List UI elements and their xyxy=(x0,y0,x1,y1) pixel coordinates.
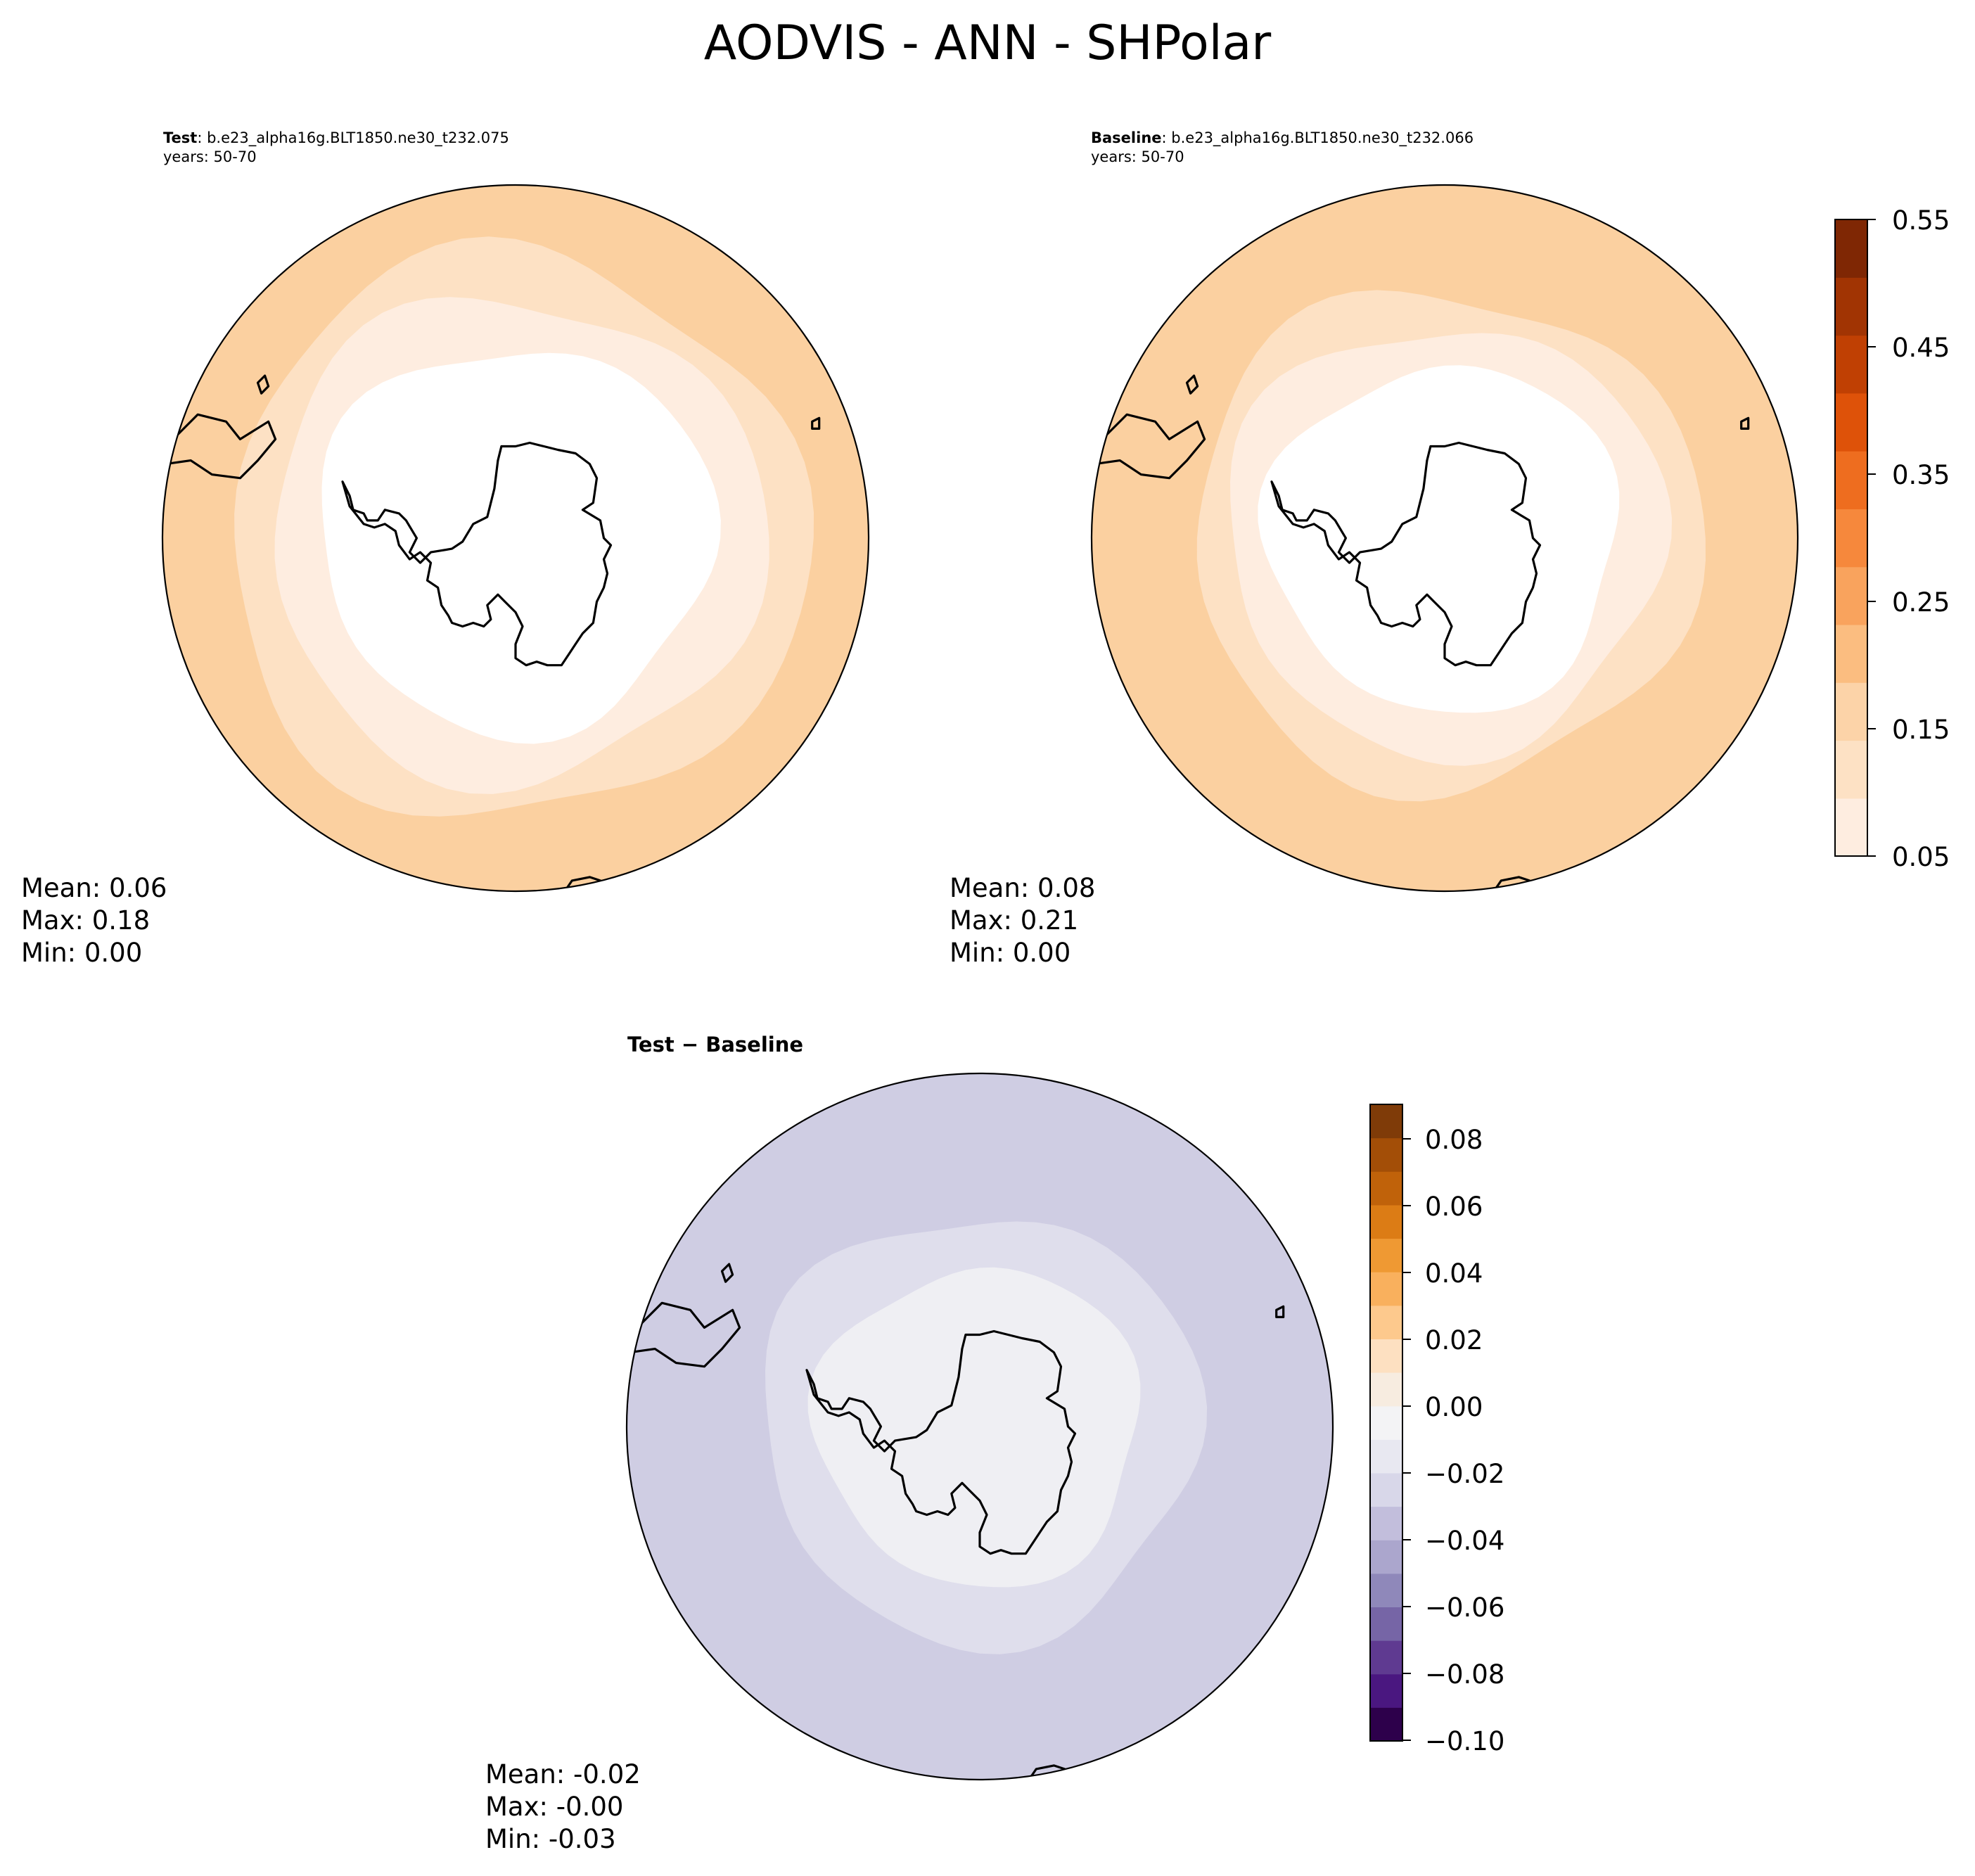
coastline xyxy=(256,374,270,395)
diff-map xyxy=(625,1072,1334,1781)
top-colorbar-tick: 0.05 xyxy=(1892,842,1950,872)
colorbar-band xyxy=(1370,1640,1402,1675)
baseline-contour-field xyxy=(1092,185,1798,891)
contour-band xyxy=(321,352,721,744)
colorbar-band xyxy=(1370,1104,1402,1139)
test-mean: Mean: 0.06 xyxy=(21,873,167,903)
figure-title: AODVIS - ANN - SHPolar xyxy=(703,15,1272,71)
coastline xyxy=(165,413,277,480)
diff-contour-field xyxy=(627,1073,1333,1780)
diff-colorbar-tick: 0.06 xyxy=(1425,1192,1483,1222)
coastline xyxy=(805,1329,1077,1555)
colorbar-band xyxy=(1835,624,1867,683)
contour-band xyxy=(1258,365,1620,713)
colorbar-band xyxy=(1370,1372,1402,1407)
colorbar-band xyxy=(1835,682,1867,741)
diff-colorbar-tick: 0.08 xyxy=(1425,1125,1483,1155)
top-colorbar xyxy=(1834,219,1876,857)
colorbar-band xyxy=(1835,566,1867,625)
colorbar-band xyxy=(1370,1204,1402,1239)
colorbar-band xyxy=(1370,1707,1402,1742)
coastline xyxy=(1270,441,1542,667)
diff-colorbar-tick: −0.06 xyxy=(1425,1593,1505,1623)
baseline-min: Min: 0.00 xyxy=(950,938,1071,968)
colorbar-band xyxy=(1370,1238,1402,1272)
baseline-label: Baseline xyxy=(1091,129,1162,146)
colorbar-band xyxy=(1835,509,1867,568)
diff-stats: Mean: -0.02 Max: -0.00 Min: -0.03 xyxy=(485,1759,641,1856)
baseline-stats: Mean: 0.08 Max: 0.21 Min: 0.00 xyxy=(950,872,1095,969)
baseline-mean: Mean: 0.08 xyxy=(950,873,1096,903)
diff-panel-title: Test − Baseline xyxy=(627,1033,804,1057)
map-boundary xyxy=(161,184,870,893)
test-stats: Mean: 0.06 Max: 0.18 Min: 0.00 xyxy=(21,872,167,969)
colorbar-frame xyxy=(1834,219,1868,857)
colorbar-band xyxy=(1370,1506,1402,1540)
coastline xyxy=(720,1263,734,1283)
test-case-name: b.e23_alpha16g.BLT1850.ne30_t232.075 xyxy=(207,129,509,146)
colorbar-band xyxy=(1835,219,1867,278)
colorbar-band xyxy=(1370,1339,1402,1373)
baseline-max: Max: 0.21 xyxy=(950,905,1079,936)
colorbar-band xyxy=(1370,1673,1402,1708)
test-panel-header: Test: b.e23_alpha16g.BLT1850.ne30_t232.0… xyxy=(163,129,509,165)
map-boundary xyxy=(625,1072,1334,1781)
baseline-map xyxy=(1090,184,1799,893)
colorbar-band xyxy=(1835,798,1867,857)
colorbar-band xyxy=(1370,1272,1402,1306)
coastline xyxy=(1094,413,1206,480)
top-colorbar-tick: 0.25 xyxy=(1892,587,1950,618)
diff-min: Min: -0.03 xyxy=(485,1824,616,1854)
diff-colorbar-tick: 0.02 xyxy=(1425,1325,1483,1355)
diff-colorbar-tick: −0.02 xyxy=(1425,1459,1505,1489)
colorbar-band xyxy=(1370,1137,1402,1172)
colorbar-band xyxy=(1835,451,1867,509)
coastline xyxy=(1275,1305,1285,1318)
diff-colorbar xyxy=(1369,1104,1411,1742)
diff-mean: Mean: -0.02 xyxy=(485,1759,641,1789)
colorbar-band xyxy=(1835,335,1867,394)
baseline-case-name: b.e23_alpha16g.BLT1850.ne30_t232.066 xyxy=(1171,129,1474,146)
top-colorbar-tick: 0.45 xyxy=(1892,333,1950,363)
colorbar-frame xyxy=(1369,1104,1403,1742)
colorbar-band xyxy=(1370,1439,1402,1474)
top-colorbar-tick: 0.55 xyxy=(1892,205,1950,236)
diff-colorbar-tick: −0.04 xyxy=(1425,1526,1505,1556)
test-min: Min: 0.00 xyxy=(21,938,143,968)
diff-colorbar-tick: 0.00 xyxy=(1425,1392,1483,1422)
colorbar-band xyxy=(1370,1472,1402,1507)
test-map xyxy=(161,184,870,893)
diff-colorbar-tick: 0.04 xyxy=(1425,1258,1483,1289)
colorbar-band xyxy=(1835,277,1867,336)
coastline xyxy=(811,416,821,430)
coastline xyxy=(629,1301,741,1368)
test-contour-field xyxy=(162,185,869,891)
diff-colorbar-tick: −0.08 xyxy=(1425,1659,1505,1690)
test-max: Max: 0.18 xyxy=(21,905,151,936)
colorbar-band xyxy=(1370,1540,1402,1574)
colorbar-band xyxy=(1370,1405,1402,1440)
coastline xyxy=(1740,416,1750,430)
map-boundary xyxy=(1090,184,1799,893)
colorbar-band xyxy=(1835,740,1867,799)
diff-colorbar-tick: −0.10 xyxy=(1425,1726,1505,1756)
test-label: Test xyxy=(163,129,198,146)
colorbar-band xyxy=(1370,1573,1402,1607)
diff-max: Max: -0.00 xyxy=(485,1792,624,1822)
coastline xyxy=(341,441,613,667)
test-years: years: 50-70 xyxy=(163,148,257,165)
coastline xyxy=(1185,374,1199,395)
colorbar-band xyxy=(1370,1171,1402,1206)
baseline-years: years: 50-70 xyxy=(1091,148,1184,165)
colorbar-band xyxy=(1370,1607,1402,1641)
colorbar-band xyxy=(1370,1305,1402,1339)
top-colorbar-tick: 0.35 xyxy=(1892,460,1950,490)
top-colorbar-tick: 0.15 xyxy=(1892,715,1950,745)
colorbar-band xyxy=(1835,393,1867,452)
baseline-panel-header: Baseline: b.e23_alpha16g.BLT1850.ne30_t2… xyxy=(1091,129,1474,165)
